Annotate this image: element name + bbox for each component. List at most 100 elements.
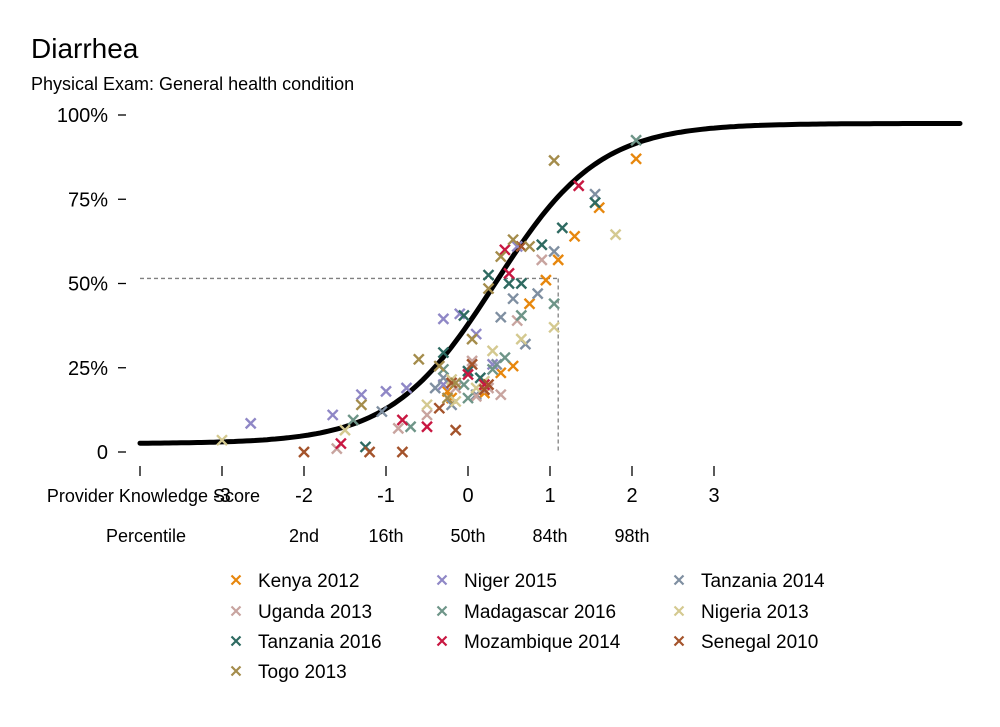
legend-marker: [673, 605, 685, 617]
fitted-curve: [137, 121, 963, 446]
chart-subtitle: Physical Exam: General health condition: [31, 74, 354, 94]
scatter-point: [556, 222, 569, 234]
scatter-point: [380, 385, 392, 398]
scatter-point: [433, 402, 446, 415]
legend-marker: [673, 574, 685, 586]
scatter-point: [589, 188, 601, 201]
y-tick-label: 75%: [68, 189, 108, 211]
scatter-point: [392, 422, 405, 435]
x-tick-labels: -3 -2 -1 0 1 2 3: [213, 485, 719, 507]
scatter-point: [437, 346, 450, 359]
percentile-axis-label: Percentile: [106, 526, 186, 546]
x-tick-marks: [139, 466, 715, 476]
scatter-point: [548, 154, 560, 167]
scatter-point: [355, 388, 368, 401]
scatter-point: [429, 382, 442, 394]
scatter-points: [216, 134, 642, 458]
y-tick-label: 50%: [68, 274, 108, 296]
scatter-point: [503, 267, 515, 280]
scatter-point: [216, 434, 228, 447]
scatter-point: [540, 274, 552, 286]
scatter-point: [449, 377, 462, 389]
x-tick-label: 2: [626, 485, 637, 507]
scatter-point: [482, 269, 495, 281]
legend-marker: [436, 635, 448, 647]
legend-label: Mozambique 2014: [464, 632, 621, 653]
scatter-point: [630, 134, 642, 147]
y-tick-label: 100%: [57, 105, 108, 127]
scatter-point: [503, 277, 515, 290]
legend-marker: [436, 574, 448, 586]
scatter-point: [630, 152, 642, 165]
scatter-point: [486, 345, 499, 357]
legend-label: Tanzania 2016: [258, 632, 382, 653]
legend-marker: [436, 605, 448, 617]
percentile-label: 98th: [614, 526, 649, 546]
scatter-point: [466, 358, 478, 371]
scatter-point: [421, 398, 433, 411]
scatter-point: [499, 351, 511, 364]
legend-label: Tanzania 2014: [701, 571, 825, 592]
scatter-point: [441, 392, 454, 404]
scatter-point: [445, 377, 458, 389]
legend-label: Togo 2013: [258, 662, 347, 683]
y-tick-label: 25%: [68, 358, 108, 380]
chart-title: Diarrhea: [31, 33, 139, 64]
legend-label: Madagascar 2016: [464, 602, 616, 623]
scatter-point: [400, 382, 413, 394]
scatter-point: [572, 179, 585, 192]
scatter-point: [486, 363, 499, 376]
scatter-point: [494, 250, 507, 263]
percentile-label: 2nd: [289, 526, 319, 546]
scatter-point: [335, 437, 347, 450]
x-axis: Provider Knowledge Score Percentile -3 -2…: [47, 466, 720, 546]
scatter-point: [462, 365, 474, 377]
y-tick-labels: 0 25% 50% 75% 100%: [57, 105, 108, 464]
scatter-point: [339, 424, 351, 436]
x-tick-label: -1: [377, 485, 395, 507]
legend: Kenya 2012 Niger 2015 Tanzania 2014 Uganda …: [230, 571, 825, 683]
scatter-point: [531, 287, 544, 300]
scatter-point: [482, 282, 495, 295]
scatter-point: [462, 368, 474, 381]
percentile-label: 50th: [450, 526, 485, 546]
scatter-point: [535, 238, 548, 251]
y-axis: 0 25% 50% 75% 100%: [57, 105, 126, 464]
percentile-label: 16th: [368, 526, 403, 546]
scatter-point: [548, 321, 560, 334]
scatter-point: [326, 409, 339, 421]
scatter-point: [421, 420, 433, 433]
scatter-point: [396, 446, 409, 458]
scatter-point: [363, 446, 376, 458]
scatter-point: [552, 254, 565, 266]
percentile-label: 84th: [532, 526, 567, 546]
scatter-point: [437, 313, 450, 325]
scatter-point: [347, 414, 360, 426]
scatter-point: [515, 277, 528, 290]
legend-marker: [230, 605, 242, 617]
scatter-point: [535, 254, 548, 266]
legend-label: Nigeria 2013: [701, 602, 809, 623]
scatter-point: [244, 417, 257, 430]
legend-label: Senegal 2010: [701, 632, 818, 653]
y-tick-marks: [118, 114, 126, 453]
scatter-point: [499, 243, 511, 256]
scatter-point: [458, 309, 470, 322]
scatter-point: [523, 240, 536, 253]
scatter-point: [421, 409, 433, 421]
scatter-point: [412, 353, 425, 366]
scatter-point: [494, 311, 507, 324]
x-tick-label: 3: [708, 485, 719, 507]
scatter-point: [548, 245, 560, 258]
scatter-point: [396, 414, 409, 426]
scatter-point: [478, 383, 491, 396]
legend-marker: [230, 665, 242, 677]
y-tick-label: 0: [97, 442, 108, 464]
legend-marker: [673, 635, 685, 647]
scatter-point: [466, 333, 478, 345]
scatter-point: [376, 405, 388, 418]
scatter-point: [466, 355, 478, 367]
scatter-point: [449, 424, 462, 436]
scatter-point: [355, 398, 368, 411]
